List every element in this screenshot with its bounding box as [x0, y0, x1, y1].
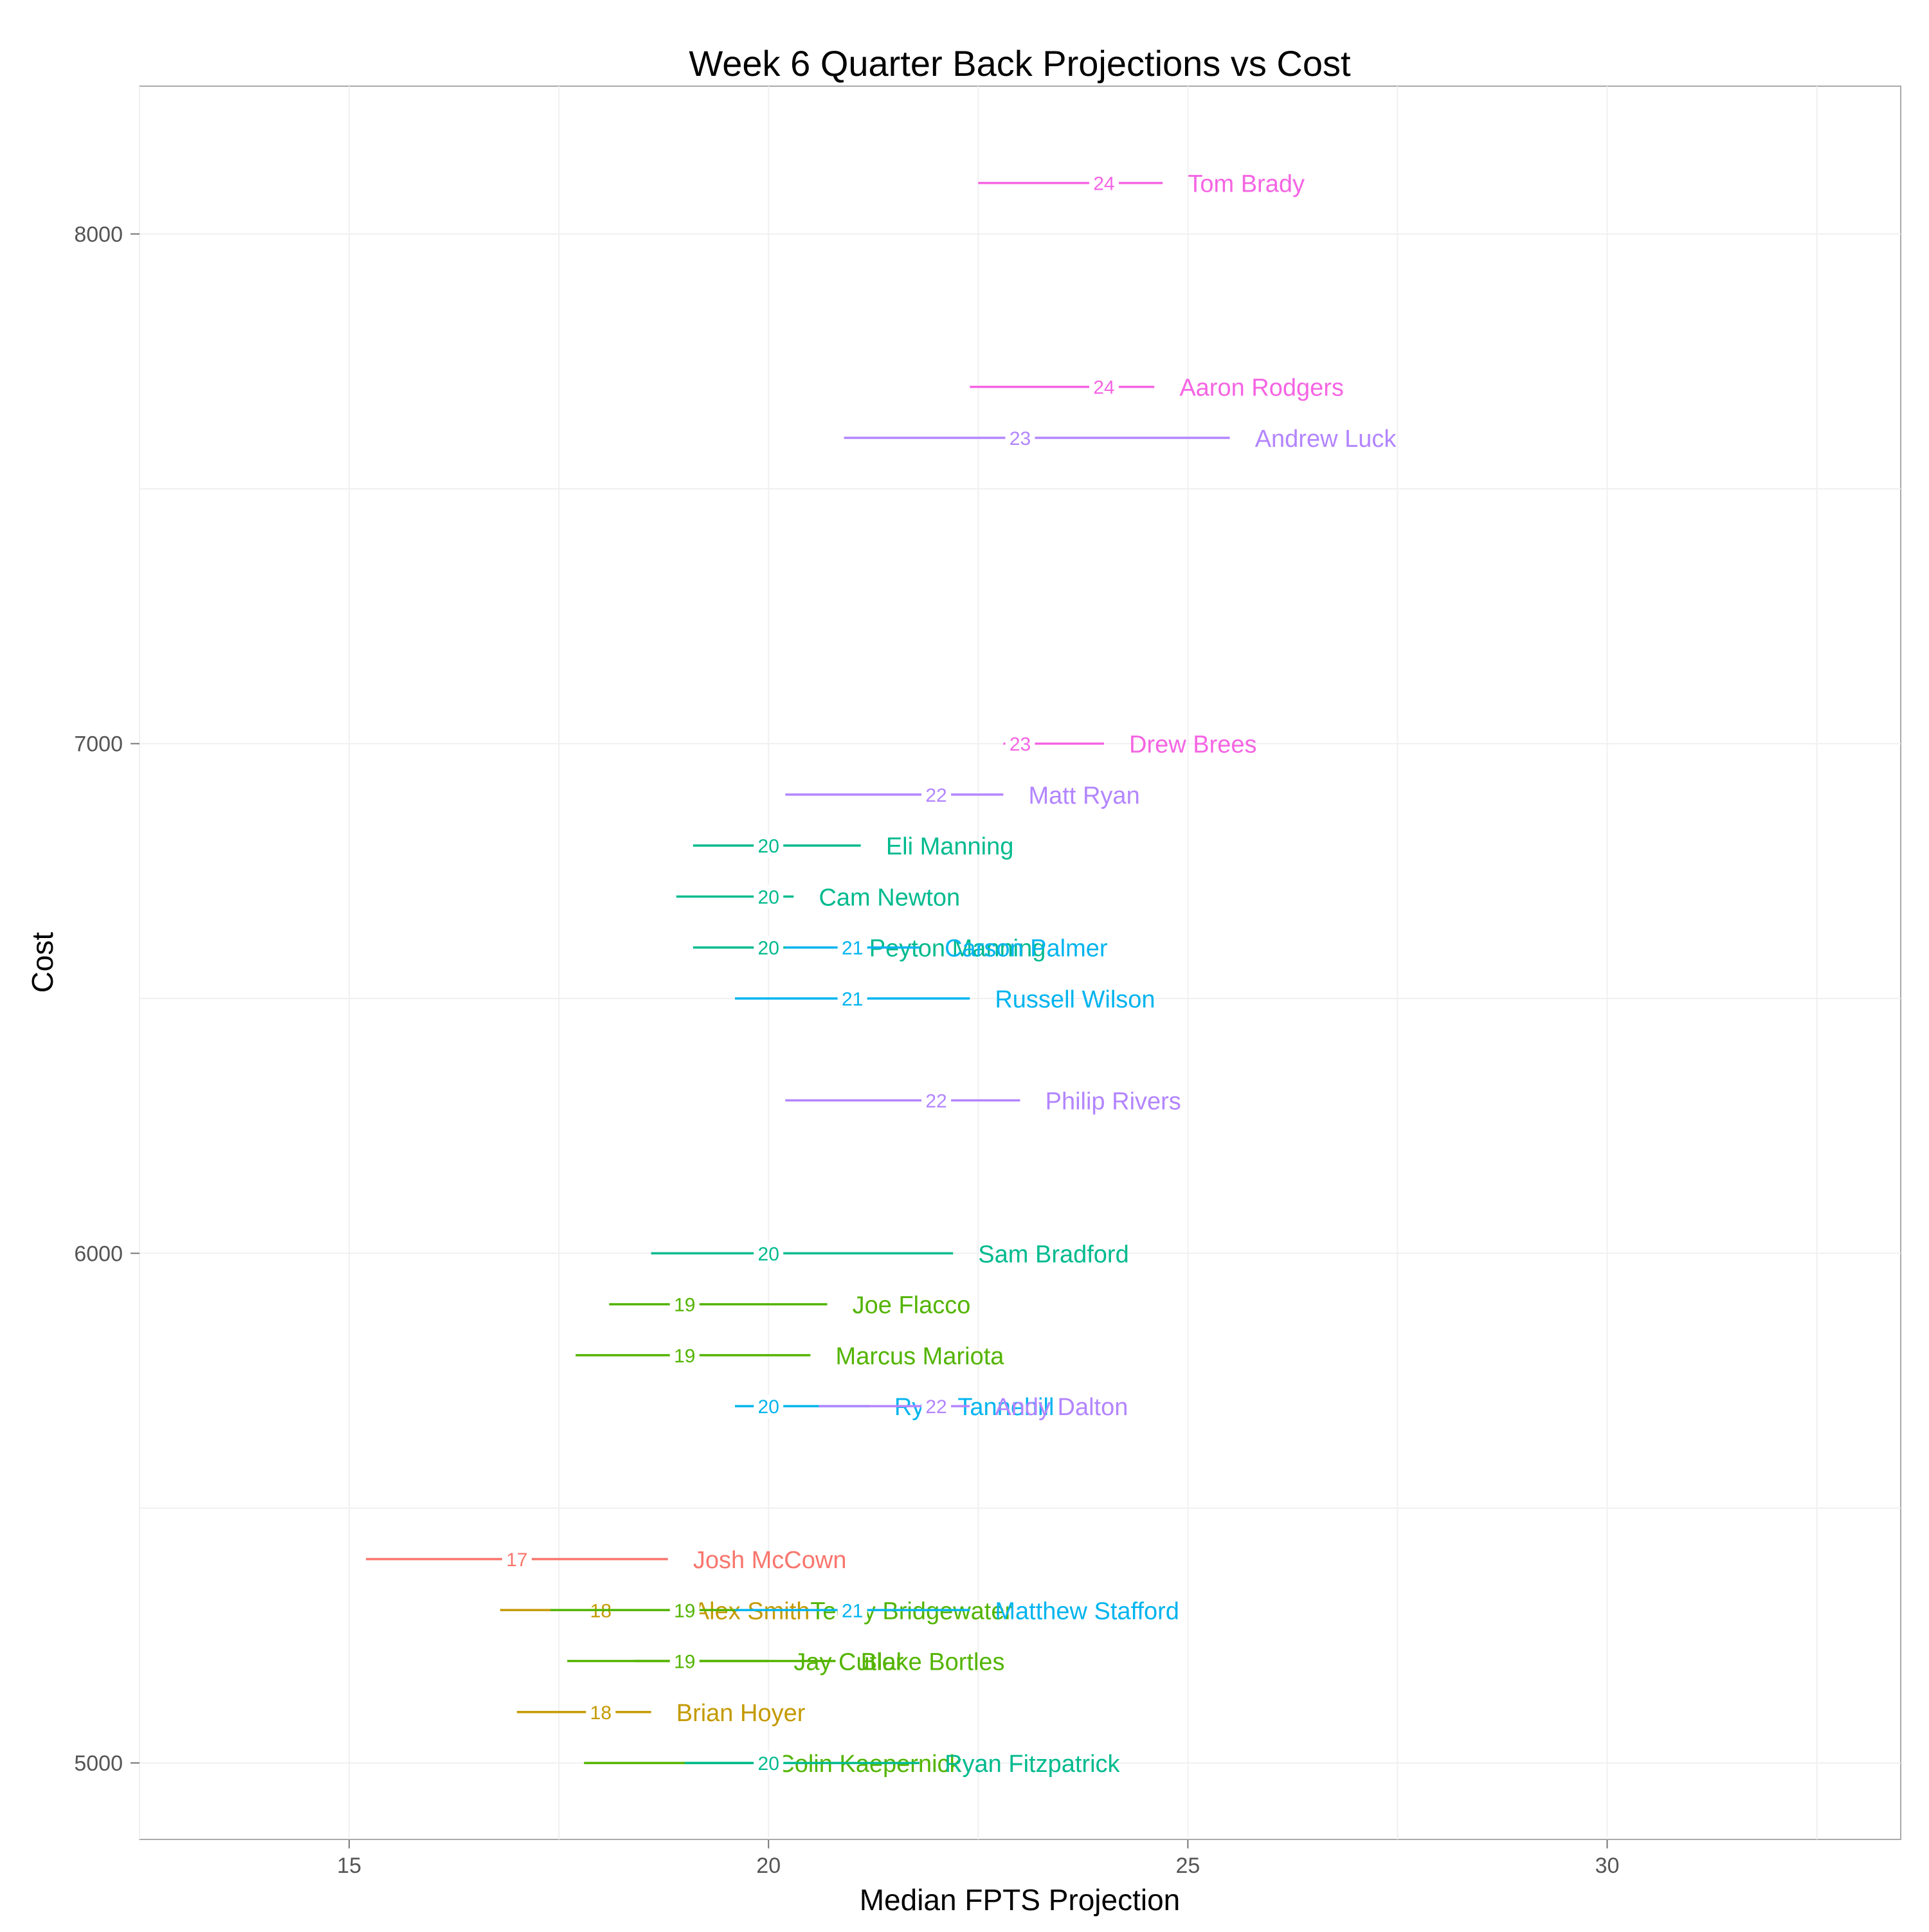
- median-label-background: [1005, 426, 1035, 449]
- median-label-background: [754, 935, 784, 959]
- x-tick-label: 15: [337, 1854, 361, 1878]
- median-label-background: [502, 1547, 532, 1571]
- player-name-label: Andy Dalton: [995, 1394, 1128, 1421]
- median-label-background: [837, 986, 867, 1010]
- player-name-label: Eli Manning: [886, 833, 1014, 860]
- player-name-label: Brian Hoyer: [676, 1700, 806, 1727]
- median-value-label: 17: [506, 1549, 527, 1571]
- median-label-background: [669, 1292, 700, 1316]
- x-tick-label: 20: [756, 1854, 781, 1878]
- player-name-label: Cam Newton: [819, 884, 960, 911]
- player-name-label: Russell Wilson: [995, 986, 1155, 1013]
- player-name-label: Tom Brady: [1188, 171, 1305, 198]
- marks-layer: 24 Tom Brady 24 Aaron Rodgers 23 Andrew Luck 2…: [366, 171, 1397, 1778]
- player-name-label: Philip Rivers: [1046, 1088, 1181, 1115]
- x-tick-label: 30: [1595, 1854, 1620, 1878]
- median-value-label: 23: [1010, 428, 1031, 449]
- median-label-background: [921, 1395, 952, 1418]
- median-value-label: 24: [1093, 377, 1114, 399]
- player-name-label: Ryan Fitzpatrick: [945, 1751, 1120, 1778]
- median-value-label: 21: [842, 1600, 863, 1621]
- y-axis-title: Cost: [26, 932, 59, 993]
- median-label-background: [837, 1598, 867, 1622]
- plot-panel: [139, 86, 1901, 1840]
- median-label-background: [754, 834, 784, 858]
- y-tick-label: 6000: [74, 1241, 123, 1266]
- median-value-label: 24: [1093, 174, 1114, 195]
- median-label-background: [754, 885, 784, 908]
- median-value-label: 20: [758, 887, 779, 908]
- player-name-label: Ryan Tannehill: [894, 1394, 1055, 1421]
- median-label-background: [669, 1343, 700, 1367]
- player-name-label: Joe Flacco: [853, 1292, 971, 1319]
- player-name-label: Matt Ryan: [1029, 782, 1140, 809]
- median-label-background: [1089, 171, 1119, 195]
- median-value-label: 19: [674, 1295, 695, 1316]
- chart-title: Week 6 Quarter Back Projections vs Cost: [689, 43, 1351, 84]
- median-label-background: [921, 782, 952, 806]
- player-name-label: Jay Cutler: [793, 1649, 903, 1676]
- y-tick-label: 7000: [74, 732, 123, 757]
- player-name-label: Carson Palmer: [945, 935, 1108, 962]
- median-label-background: [754, 1751, 784, 1775]
- player-name-label: Blake Bortles: [861, 1649, 1005, 1676]
- median-label-background: [1005, 732, 1035, 755]
- player-name-label: Alex Smith: [693, 1598, 810, 1625]
- player-name-label: Marcus Mariota: [836, 1343, 1005, 1370]
- y-tick-label: 5000: [74, 1751, 123, 1776]
- x-tick-label: 25: [1175, 1854, 1200, 1878]
- median-label-background: [669, 1649, 700, 1673]
- player-name-label: Drew Brees: [1129, 732, 1257, 759]
- median-label-background: [921, 1088, 952, 1112]
- median-value-label: 20: [758, 1396, 779, 1418]
- player-name-label: Peyton Manning: [869, 935, 1046, 962]
- median-value-label: 22: [925, 1396, 946, 1418]
- median-label-background: [669, 1598, 700, 1622]
- median-value-label: 20: [758, 1243, 779, 1265]
- median-value-label: 19: [674, 1346, 695, 1367]
- median-value-label: 23: [1010, 734, 1031, 755]
- x-axis-title: Median FPTS Projection: [860, 1883, 1181, 1917]
- player-name-label: Sam Bradford: [978, 1241, 1128, 1268]
- median-value-label: 20: [758, 1753, 779, 1774]
- median-value-label: 20: [758, 836, 779, 857]
- median-label-background: [837, 935, 867, 959]
- median-label-background: [754, 1241, 784, 1265]
- median-value-label: 19: [674, 1652, 695, 1673]
- median-value-label: 18: [590, 1702, 611, 1724]
- player-name-label: Andrew Luck: [1255, 426, 1397, 453]
- y-tick-label: 8000: [74, 222, 123, 247]
- median-value-label: 22: [925, 1091, 946, 1112]
- median-value-label: 21: [842, 989, 863, 1010]
- player-name-label: Aaron Rodgers: [1179, 375, 1344, 402]
- median-value-label: 19: [674, 1600, 695, 1621]
- median-label-background: [754, 1395, 784, 1418]
- median-label-background: [586, 1700, 616, 1724]
- player-name-label: Josh McCown: [693, 1547, 847, 1574]
- median-value-label: 21: [842, 938, 863, 959]
- median-label-background: [1089, 375, 1119, 399]
- median-value-label: 22: [925, 785, 946, 806]
- median-value-label: 20: [758, 938, 779, 959]
- axis-layer: 15 20 25 30 5000 6000 7000 8000: [74, 222, 1619, 1878]
- player-name-label: Colin Kaepernick: [777, 1751, 962, 1778]
- player-name-label: Matthew Stafford: [995, 1598, 1179, 1625]
